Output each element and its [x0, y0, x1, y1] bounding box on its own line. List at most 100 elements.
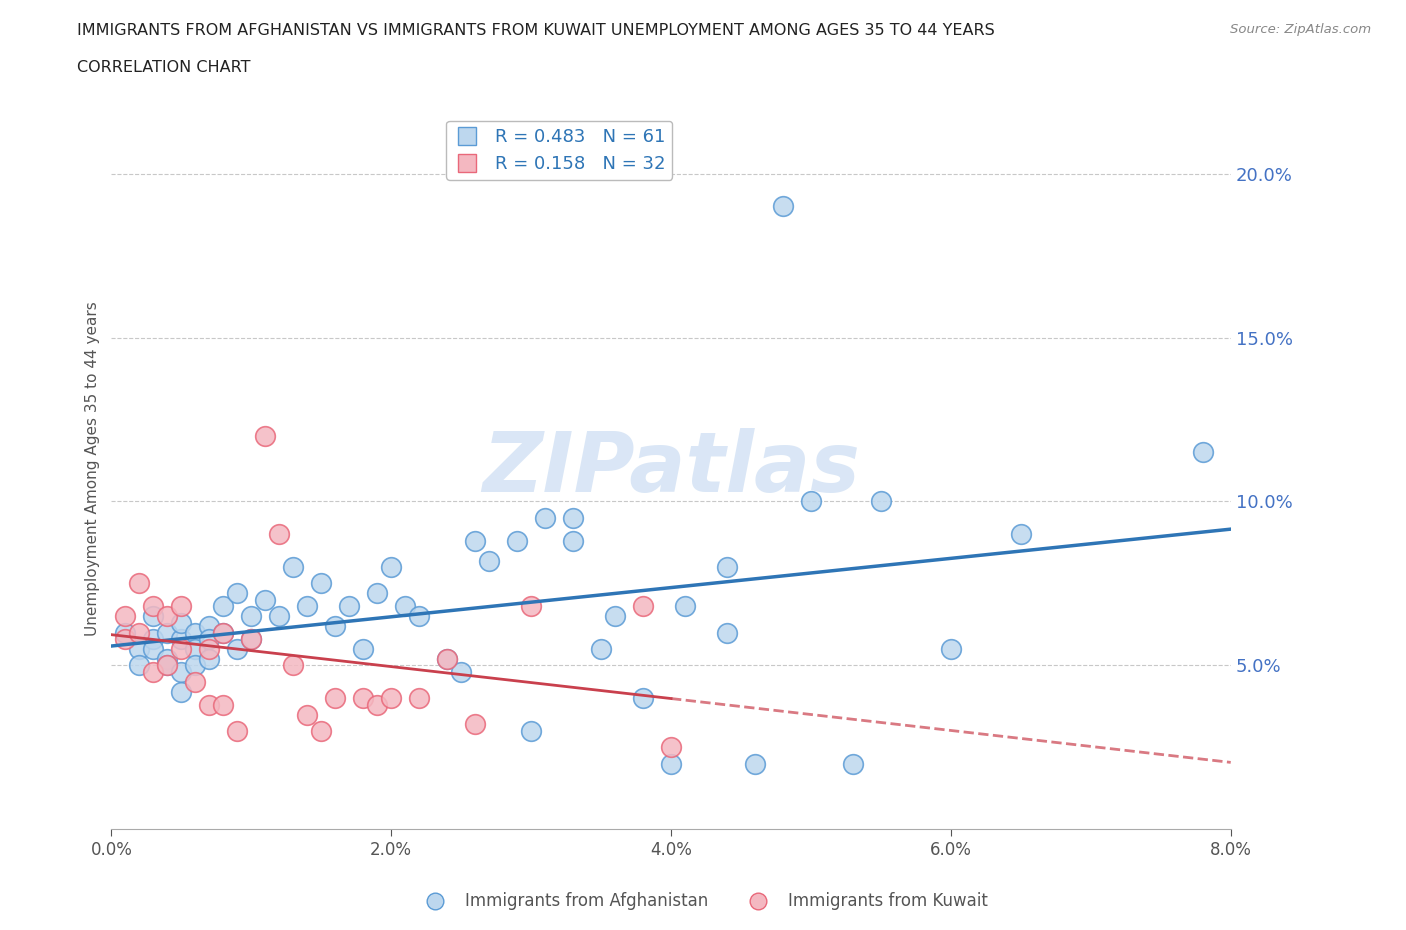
Point — [939, 642, 962, 657]
Point — [142, 609, 165, 624]
Point — [297, 599, 319, 614]
Point — [142, 642, 165, 657]
Point — [198, 618, 221, 633]
Point — [283, 560, 305, 575]
Point — [156, 651, 179, 666]
Point — [142, 631, 165, 646]
Point — [603, 609, 626, 624]
Point — [128, 576, 150, 591]
Point — [156, 658, 179, 673]
Point — [212, 625, 235, 640]
Point — [170, 616, 193, 631]
Legend: Immigrants from Afghanistan, Immigrants from Kuwait: Immigrants from Afghanistan, Immigrants … — [412, 885, 994, 917]
Point — [142, 665, 165, 680]
Point — [283, 658, 305, 673]
Point — [506, 534, 529, 549]
Point — [226, 586, 249, 601]
Point — [114, 609, 136, 624]
Point — [716, 625, 738, 640]
Text: CORRELATION CHART: CORRELATION CHART — [77, 60, 250, 75]
Point — [128, 625, 150, 640]
Point — [562, 534, 585, 549]
Point — [156, 658, 179, 673]
Point — [716, 560, 738, 575]
Point — [464, 534, 486, 549]
Point — [464, 717, 486, 732]
Point — [478, 553, 501, 568]
Point — [380, 691, 402, 706]
Text: IMMIGRANTS FROM AFGHANISTAN VS IMMIGRANTS FROM KUWAIT UNEMPLOYMENT AMONG AGES 35: IMMIGRANTS FROM AFGHANISTAN VS IMMIGRANT… — [77, 23, 995, 38]
Point — [184, 625, 207, 640]
Point — [170, 684, 193, 699]
Point — [114, 631, 136, 646]
Point — [226, 724, 249, 738]
Point — [842, 756, 865, 771]
Point — [659, 740, 682, 755]
Y-axis label: Unemployment Among Ages 35 to 44 years: Unemployment Among Ages 35 to 44 years — [86, 301, 100, 636]
Point — [520, 724, 543, 738]
Point — [311, 576, 333, 591]
Point — [198, 642, 221, 657]
Point — [128, 658, 150, 673]
Point — [323, 691, 346, 706]
Point — [170, 631, 193, 646]
Point — [408, 691, 430, 706]
Point — [254, 592, 277, 607]
Point — [240, 609, 263, 624]
Point — [436, 651, 458, 666]
Point — [297, 707, 319, 722]
Point — [184, 642, 207, 657]
Point — [673, 599, 696, 614]
Point — [631, 599, 654, 614]
Point — [142, 599, 165, 614]
Text: Source: ZipAtlas.com: Source: ZipAtlas.com — [1230, 23, 1371, 36]
Point — [240, 631, 263, 646]
Point — [170, 665, 193, 680]
Point — [450, 665, 472, 680]
Point — [659, 756, 682, 771]
Point — [156, 609, 179, 624]
Point — [1191, 445, 1213, 459]
Point — [114, 625, 136, 640]
Point — [269, 526, 291, 541]
Text: ZIPatlas: ZIPatlas — [482, 428, 860, 510]
Point — [744, 756, 766, 771]
Point — [520, 599, 543, 614]
Point — [366, 586, 388, 601]
Point — [170, 599, 193, 614]
Point — [352, 691, 374, 706]
Point — [254, 429, 277, 444]
Point — [269, 609, 291, 624]
Point — [198, 651, 221, 666]
Point — [534, 511, 557, 525]
Point — [352, 642, 374, 657]
Point — [436, 651, 458, 666]
Point — [772, 199, 794, 214]
Point — [226, 642, 249, 657]
Point — [394, 599, 416, 614]
Point — [311, 724, 333, 738]
Point — [184, 674, 207, 689]
Point — [380, 560, 402, 575]
Point — [562, 511, 585, 525]
Point — [170, 642, 193, 657]
Point — [212, 698, 235, 712]
Point — [408, 609, 430, 624]
Point — [184, 658, 207, 673]
Point — [212, 599, 235, 614]
Point — [337, 599, 360, 614]
Point — [631, 691, 654, 706]
Point — [128, 642, 150, 657]
Point — [212, 625, 235, 640]
Point — [323, 618, 346, 633]
Legend: R = 0.483   N = 61, R = 0.158   N = 32: R = 0.483 N = 61, R = 0.158 N = 32 — [446, 121, 672, 180]
Point — [1010, 526, 1032, 541]
Point — [198, 631, 221, 646]
Point — [591, 642, 613, 657]
Point — [366, 698, 388, 712]
Point — [870, 494, 893, 509]
Point — [800, 494, 823, 509]
Point — [198, 698, 221, 712]
Point — [240, 631, 263, 646]
Point — [156, 625, 179, 640]
